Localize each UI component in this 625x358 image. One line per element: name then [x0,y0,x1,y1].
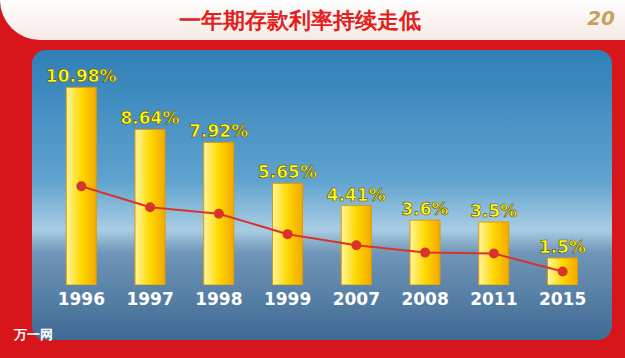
svg-text:8.64%: 8.64% [121,108,180,128]
html-text:一年期存款利率持续走低: 一年期存款利率持续走低 [179,8,421,33]
svg-text:7.92%: 7.92% [189,121,248,141]
html-text:20: 20 [587,6,615,30]
svg-text:1998: 1998 [195,289,242,309]
html-text:万一网: 万一网 [14,327,53,342]
svg-text:4.41%: 4.41% [327,185,386,205]
svg-text:2007: 2007 [333,289,380,309]
svg-text:3.5%: 3.5% [470,201,517,221]
svg-text:5.65%: 5.65% [258,162,317,182]
svg-text:1.5%: 1.5% [539,237,586,257]
svg-text:2011: 2011 [470,289,517,309]
svg-text:2008: 2008 [401,289,448,309]
svg-text:3.6%: 3.6% [401,199,448,219]
svg-text:1999: 1999 [264,289,311,309]
svg-text:10.98%: 10.98% [46,66,117,86]
svg-text:1996: 1996 [58,289,105,309]
svg-text:2015: 2015 [539,289,586,309]
svg-text:1997: 1997 [126,289,173,309]
